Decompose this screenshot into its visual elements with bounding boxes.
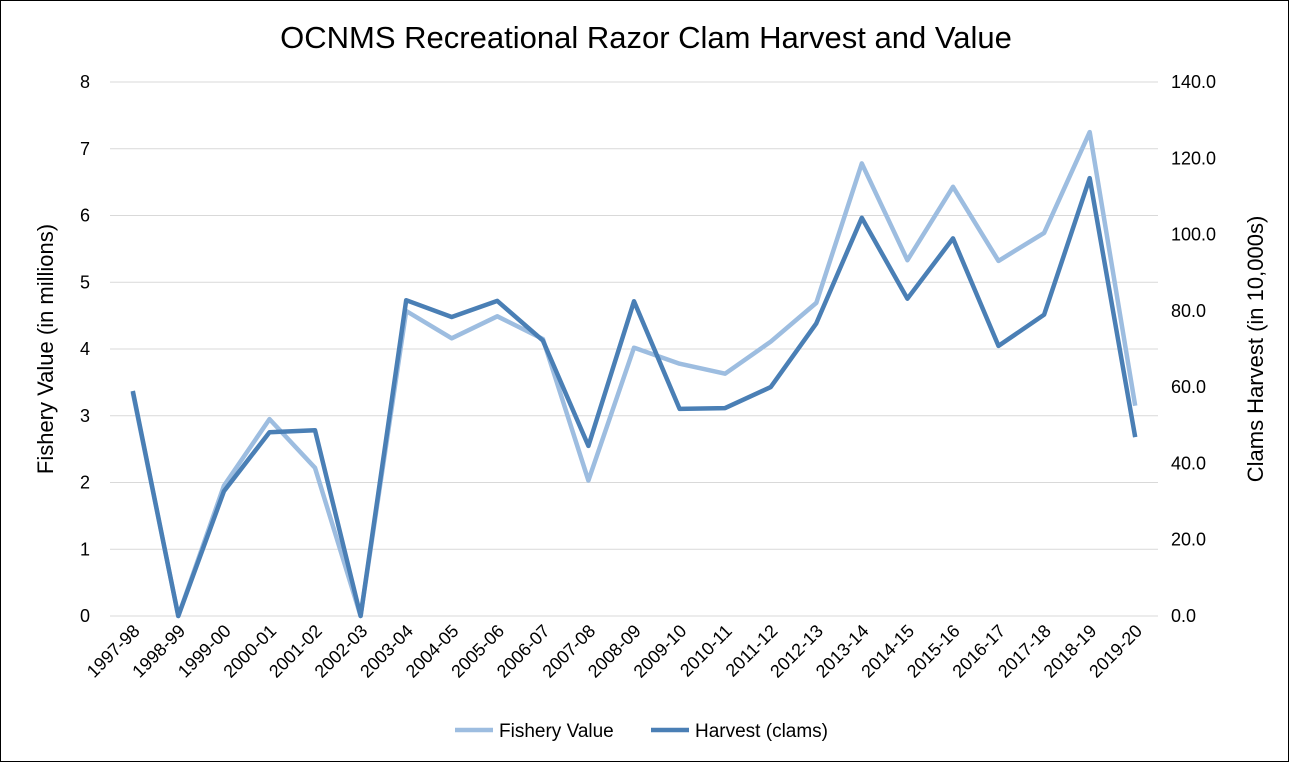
right-axis-ticks: 0.0 20.0 40.0 60.0 80.0 100.0 120.0 140.0 — [1171, 72, 1216, 626]
left-tick-label: 3 — [80, 406, 90, 426]
left-tick-label: 4 — [80, 339, 90, 359]
series-line-harvest-clams — [130, 175, 1138, 619]
right-tick-label: 100.0 — [1171, 225, 1216, 245]
left-axis-title: Fishery Value (in millions) — [33, 224, 58, 474]
right-axis-title: Clams Harvest (in 10,000s) — [1243, 216, 1268, 483]
right-tick-label: 40.0 — [1171, 453, 1206, 473]
left-tick-label: 7 — [80, 139, 90, 159]
series-line-fishery-value — [130, 129, 1138, 619]
right-tick-label: 0.0 — [1171, 606, 1196, 626]
left-tick-label: 5 — [80, 272, 90, 292]
right-tick-label: 80.0 — [1171, 301, 1206, 321]
right-tick-label: 120.0 — [1171, 148, 1216, 168]
legend-label-fishery-value: Fishery Value — [499, 721, 614, 742]
right-tick-label: 60.0 — [1171, 377, 1206, 397]
legend: Fishery Value Harvest (clams) — [455, 721, 828, 742]
left-axis-ticks: 0 1 2 3 4 5 6 7 8 — [80, 72, 90, 626]
chart-title: OCNMS Recreational Razor Clam Harvest an… — [280, 20, 1012, 55]
left-tick-label: 6 — [80, 206, 90, 226]
left-tick-label: 8 — [80, 72, 90, 92]
x-axis-ticks: 1997-981998-991999-002000-012001-022002-… — [83, 621, 1146, 682]
left-tick-label: 2 — [80, 473, 90, 493]
series-lines — [130, 129, 1138, 619]
left-tick-label: 0 — [80, 606, 90, 626]
legend-label-harvest-clams: Harvest (clams) — [695, 721, 828, 742]
right-tick-label: 140.0 — [1171, 72, 1216, 92]
right-tick-label: 20.0 — [1171, 530, 1206, 550]
left-tick-label: 1 — [80, 539, 90, 559]
